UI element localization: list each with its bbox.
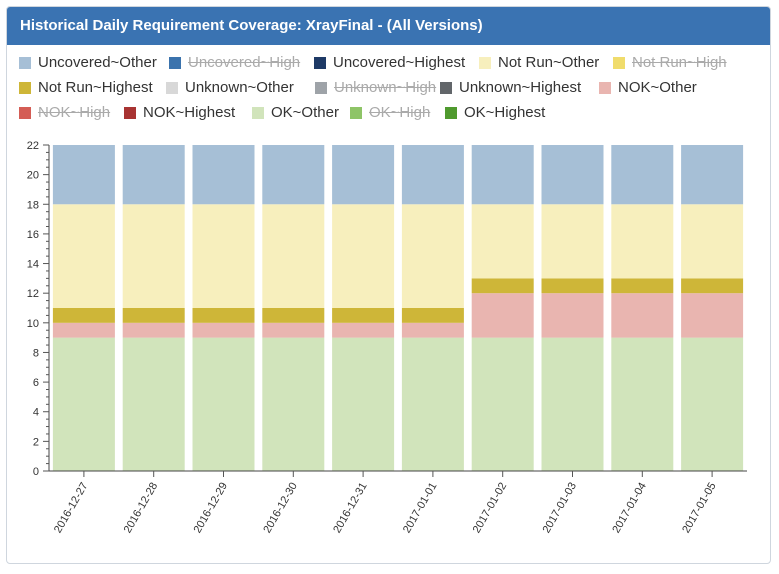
legend-label: OK~Other: [271, 104, 339, 121]
legend-swatch: [19, 82, 31, 94]
legend-swatch: [19, 107, 31, 119]
legend-swatch: [350, 107, 362, 119]
legend-swatch: [166, 82, 178, 94]
legend-label: Uncovered~High: [188, 54, 301, 71]
legend-label: Uncovered~Other: [38, 54, 157, 71]
legend-label: Unknown~Highest: [459, 79, 582, 96]
legend-swatch: [169, 57, 181, 69]
legend-swatch: [479, 57, 491, 69]
legend-label: NOK~Highest: [143, 104, 236, 121]
legend-label: Not Run~Other: [498, 54, 600, 71]
legend-swatch: [445, 107, 457, 119]
legend-swatch: [315, 82, 327, 94]
panel-title: Historical Daily Requirement Coverage: X…: [7, 7, 770, 45]
legend-label: Unknown~High: [334, 79, 437, 96]
legend-swatch: [314, 57, 326, 69]
legend-label: Not Run~High: [632, 54, 727, 71]
legend-label: Not Run~Highest: [38, 79, 153, 96]
legend-swatch: [124, 107, 136, 119]
legend-swatch: [613, 57, 625, 69]
legend-label: OK~Highest: [464, 104, 546, 121]
legend-swatch: [440, 82, 452, 94]
legend-swatch: [19, 57, 31, 69]
legend-label: NOK~Other: [618, 79, 697, 96]
legend-label: Unknown~Other: [185, 79, 294, 96]
legend-swatch: [599, 82, 611, 94]
legend-label: OK~High: [369, 104, 431, 121]
legend-swatch: [252, 107, 264, 119]
legend-label: Uncovered~Highest: [333, 54, 466, 71]
legend-label: NOK~High: [38, 104, 111, 121]
